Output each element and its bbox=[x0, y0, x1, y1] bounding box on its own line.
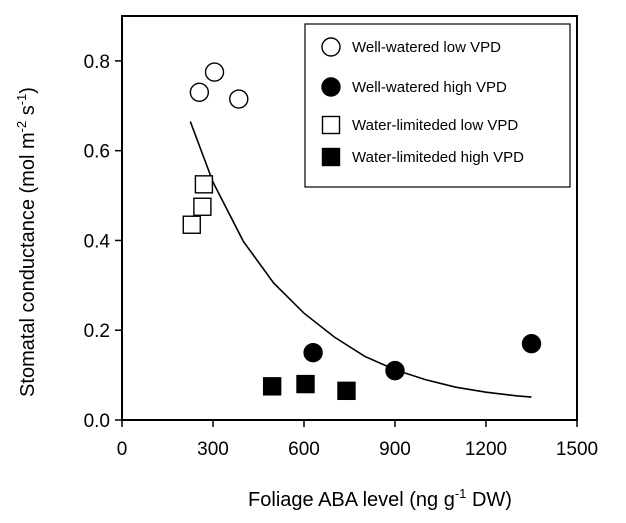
x-tick-label: 300 bbox=[197, 439, 229, 460]
y-tick-label: 0.2 bbox=[84, 321, 110, 342]
legend-entry: Water-limiteded low VPD bbox=[321, 115, 518, 135]
plot-frame bbox=[121, 15, 578, 421]
legend-box bbox=[304, 23, 571, 188]
legend-marker bbox=[321, 37, 341, 57]
legend-entry: Water-limiteded high VPD bbox=[321, 147, 524, 167]
y-tick-label: 0.8 bbox=[84, 52, 110, 73]
x-axis: 0 300 600 900 1200 1500 bbox=[117, 420, 598, 460]
data-point bbox=[262, 377, 282, 396]
y-axis-title: Stomatal conductance (mol m-2 s-1) bbox=[14, 87, 39, 397]
x-tick-label: 0 bbox=[117, 439, 128, 460]
x-tick-label: 1500 bbox=[556, 439, 598, 460]
legend-marker bbox=[321, 147, 341, 167]
data-point bbox=[229, 89, 249, 109]
axes bbox=[121, 15, 578, 421]
series-0 bbox=[189, 62, 249, 109]
data-point bbox=[521, 333, 542, 354]
data-point bbox=[189, 82, 210, 103]
legend-label: Well-watered low VPD bbox=[352, 39, 501, 56]
series-2 bbox=[182, 175, 214, 234]
legend-label: Water-limiteded high VPD bbox=[352, 149, 524, 166]
data-point bbox=[193, 197, 212, 216]
legend: Well-watered low VPD Well-watered high VP… bbox=[304, 23, 571, 188]
y-axis: 0.0 0.2 0.4 0.6 0.8 bbox=[84, 52, 122, 432]
data-point bbox=[194, 175, 214, 194]
fit-curve bbox=[189, 121, 532, 398]
legend-label: Water-limiteded low VPD bbox=[352, 117, 518, 134]
y-tick-label: 0.6 bbox=[84, 142, 110, 163]
legend-label: Well-watered high VPD bbox=[352, 79, 507, 96]
data-point bbox=[182, 215, 201, 234]
legend-entry: Well-watered high VPD bbox=[321, 77, 507, 97]
data-point bbox=[385, 360, 405, 381]
data-point bbox=[296, 374, 315, 394]
fit-curve-layer bbox=[189, 121, 532, 398]
x-axis-title: Foliage ABA level (ng g-1 DW) bbox=[248, 486, 512, 511]
legend-marker bbox=[321, 115, 341, 135]
data-points bbox=[182, 62, 542, 401]
series-3 bbox=[262, 374, 356, 401]
series-1 bbox=[303, 333, 542, 381]
legend-entry: Well-watered low VPD bbox=[321, 37, 501, 57]
y-tick-label: 0.4 bbox=[84, 231, 111, 252]
y-tick-label: 0.0 bbox=[84, 411, 110, 432]
legend-marker bbox=[321, 77, 341, 97]
x-tick-label: 900 bbox=[379, 439, 411, 460]
data-point bbox=[204, 62, 225, 82]
data-point bbox=[337, 381, 356, 401]
data-point bbox=[303, 342, 323, 363]
x-tick-label: 1200 bbox=[465, 439, 507, 460]
x-tick-label: 600 bbox=[288, 439, 320, 460]
